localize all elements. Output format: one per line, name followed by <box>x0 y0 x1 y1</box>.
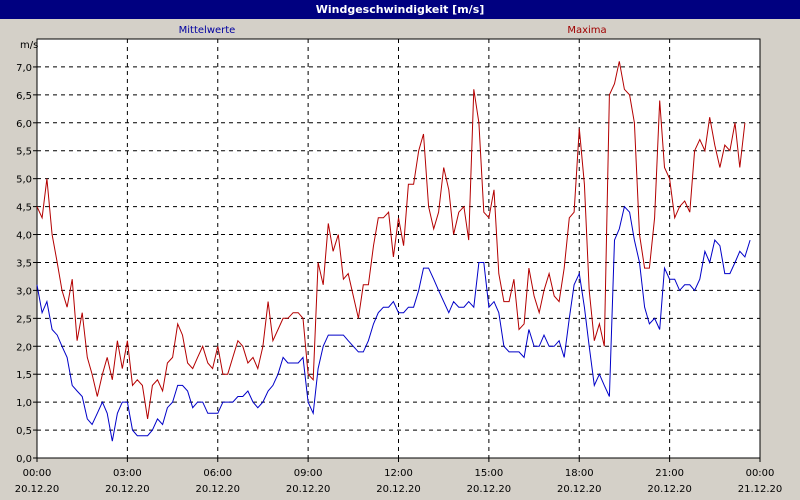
y-tick-label: 7,0 <box>16 63 32 74</box>
legend-mittelwerte: Mittelwerte <box>179 25 236 36</box>
series-layer <box>36 61 751 442</box>
y-tick-label: 5,0 <box>16 175 32 186</box>
x-tick-label-time: 18:00 <box>565 468 594 479</box>
x-tick-label-date: 21.12.20 <box>738 484 783 495</box>
x-tick-label-time: 00:00 <box>746 468 775 479</box>
y-tick-label: 6,0 <box>16 119 32 130</box>
y-axis-label: m/s <box>20 40 38 51</box>
x-tick-label-time: 00:00 <box>23 468 52 479</box>
x-tick-label-date: 20.12.20 <box>15 484 60 495</box>
x-tick-label-time: 21:00 <box>655 468 684 479</box>
y-tick-label: 4,5 <box>16 203 32 214</box>
y-tick-label: 5,5 <box>16 147 32 158</box>
x-tick-label-date: 20.12.20 <box>195 484 240 495</box>
x-tick-label-date: 20.12.20 <box>647 484 692 495</box>
x-tick-label-time: 12:00 <box>384 468 413 479</box>
y-tick-label: 1,5 <box>16 370 32 381</box>
x-tick-label-date: 20.12.20 <box>105 484 150 495</box>
y-tick-label: 0,5 <box>16 426 32 437</box>
legend-maxima: Maxima <box>567 25 606 36</box>
y-tick-label: 4,0 <box>16 231 32 242</box>
x-tick-label-time: 09:00 <box>294 468 323 479</box>
series-line-mittelwerte <box>36 205 751 442</box>
y-tick-label: 3,0 <box>16 286 32 297</box>
chart-title: Windgeschwindigkeit [m/s] <box>0 0 800 19</box>
x-tick-label-date: 20.12.20 <box>376 484 421 495</box>
axes: 0,0 0,5 1,0 1,5 2,0 2,5 3,0 3,5 4,0 4,5 5,0 5,5 6,0 6… <box>15 63 783 495</box>
y-tick-label: 1,0 <box>16 398 32 409</box>
grid <box>37 39 760 458</box>
y-tick-label: 2,5 <box>16 314 32 325</box>
y-tick-label: 2,0 <box>16 342 32 353</box>
y-tick-label: 3,5 <box>16 258 32 269</box>
x-tick-label-date: 20.12.20 <box>286 484 331 495</box>
y-tick-label: 0,0 <box>16 454 32 465</box>
x-tick-label-time: 03:00 <box>113 468 142 479</box>
x-tick-label-date: 20.12.20 <box>467 484 512 495</box>
x-tick-label-time: 06:00 <box>203 468 232 479</box>
x-tick-label-date: 20.12.20 <box>557 484 602 495</box>
series-line-maxima <box>36 61 746 419</box>
y-tick-label: 6,5 <box>16 91 32 102</box>
x-tick-label-time: 15:00 <box>474 468 503 479</box>
